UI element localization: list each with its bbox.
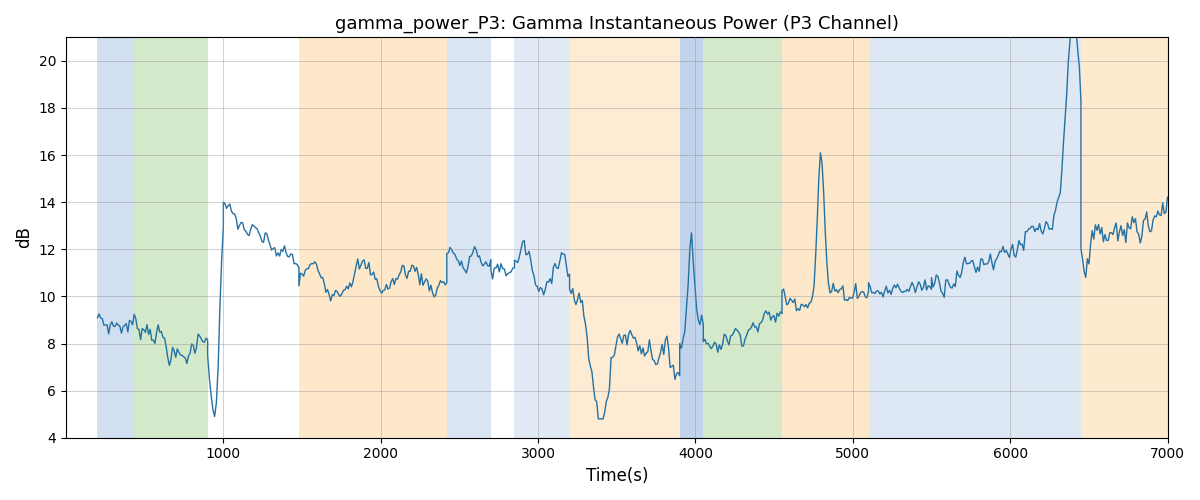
Y-axis label: dB: dB: [14, 226, 32, 248]
Bar: [782, 38, 869, 438]
Bar: [570, 38, 679, 438]
Bar: [515, 38, 570, 438]
X-axis label: Time(s): Time(s): [586, 467, 648, 485]
Bar: [869, 38, 1081, 438]
Bar: [299, 38, 446, 438]
Bar: [97, 38, 133, 438]
Bar: [133, 38, 208, 438]
Title: gamma_power_P3: Gamma Instantaneous Power (P3 Channel): gamma_power_P3: Gamma Instantaneous Powe…: [335, 15, 899, 34]
Bar: [1081, 38, 1183, 438]
Bar: [703, 38, 782, 438]
Bar: [446, 38, 491, 438]
Bar: [679, 38, 703, 438]
